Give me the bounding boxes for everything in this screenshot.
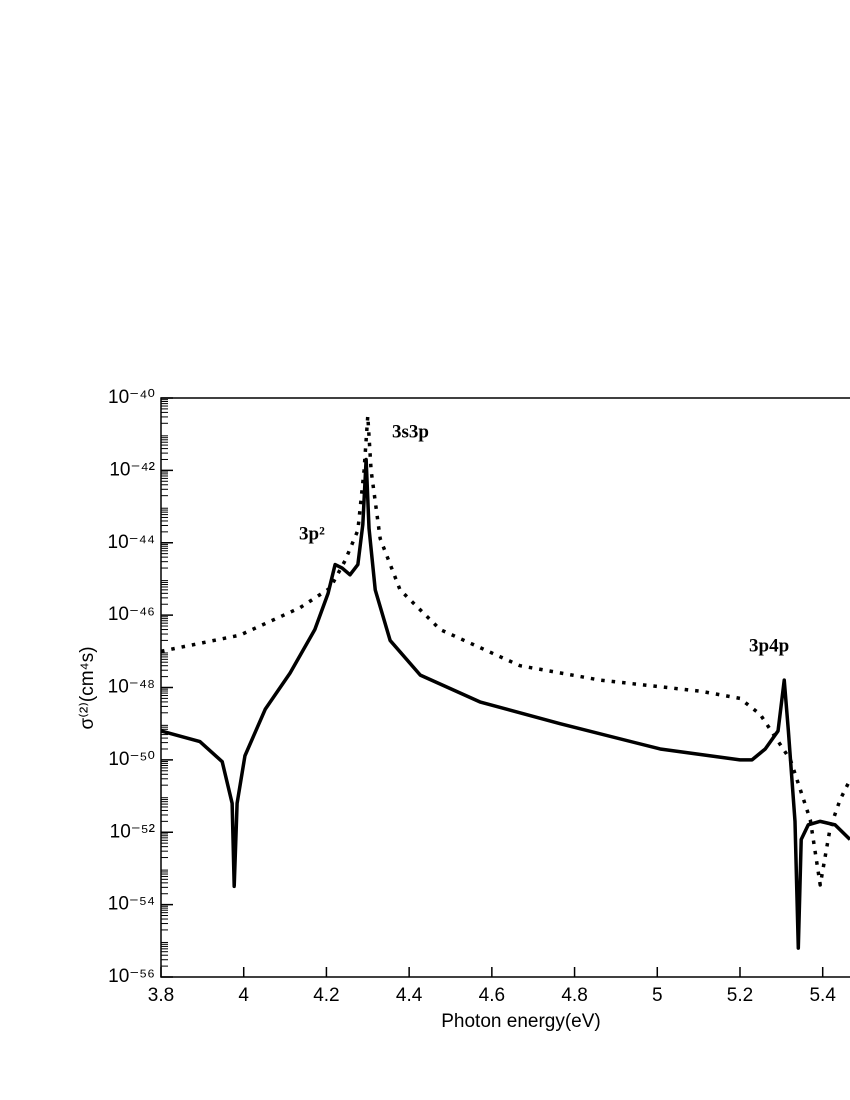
x-tick-label: 5.4	[809, 985, 836, 1006]
annotation: 3s3p	[392, 421, 429, 442]
data-line	[161, 414, 850, 887]
x-tick-label: 4.4	[396, 985, 423, 1006]
plot-frame	[160, 397, 850, 978]
y-tick-label: 10⁻⁵⁶	[108, 966, 155, 987]
y-tick-label: 10⁻⁵⁰	[108, 749, 155, 770]
annotation: 3p²	[299, 523, 325, 544]
y-tick-label: 10⁻⁴⁶	[108, 604, 155, 625]
x-axis-label: Photon energy(eV)	[441, 1011, 601, 1032]
x-tick-label: 3.8	[148, 985, 174, 1006]
x-tick-label: 5.2	[727, 985, 753, 1006]
plot-area	[161, 414, 850, 950]
x-tick-label: 4.8	[561, 985, 587, 1006]
y-tick-label: 10⁻⁴⁴	[108, 532, 156, 553]
data-line	[161, 457, 850, 950]
x-tick-label: 4.6	[479, 985, 505, 1006]
y-axis-label: σ⁽²⁾(cm⁴s)	[77, 646, 98, 729]
x-tick-label: 4.2	[313, 985, 339, 1006]
x-tick-label: 5	[652, 985, 663, 1006]
x-tick-label: 4	[238, 985, 249, 1006]
annotation: 3p4p	[749, 635, 789, 656]
y-tick-label: 10⁻⁴²	[109, 459, 155, 480]
y-tick-label: 10⁻⁵⁴	[108, 894, 155, 915]
y-tick-label: 10⁻⁵²	[110, 821, 155, 842]
y-tick-label: 10⁻⁴⁸	[108, 677, 155, 698]
y-tick-label: 10⁻⁴⁰	[108, 387, 155, 408]
